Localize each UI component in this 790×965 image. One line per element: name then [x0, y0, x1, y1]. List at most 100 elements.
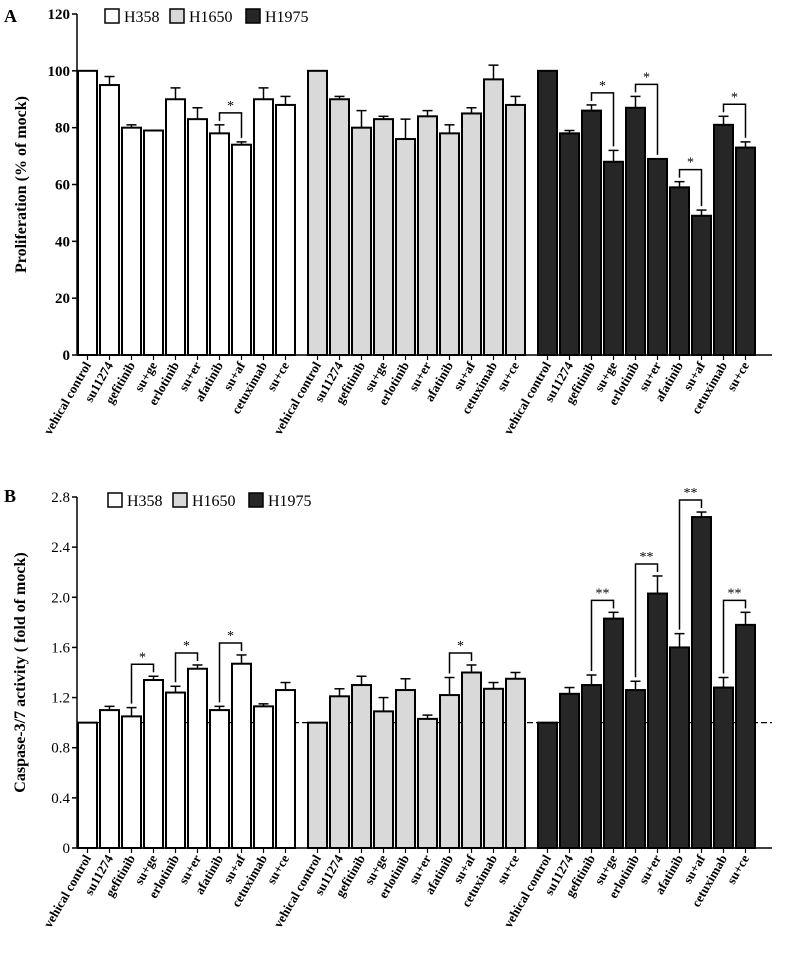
legend-label-H1650: H1650 [189, 9, 233, 26]
y-tick-label: 2.0 [51, 590, 70, 606]
significance-label: * [139, 650, 146, 665]
significance-label: ** [728, 586, 742, 601]
y-axis-label: Caspase-3/7 activity ( fold of mock) [12, 552, 29, 792]
significance-bracket [590, 599, 615, 672]
significance-bracket [722, 103, 747, 138]
bar-H1650-0 [307, 69, 328, 356]
bar-H358-8 [253, 705, 274, 849]
legend-label-H1975: H1975 [268, 493, 312, 510]
bar-H1975-3 [603, 160, 624, 356]
bar-H358-6 [209, 709, 230, 849]
x-tick-label: su+ce [493, 359, 522, 394]
legend-swatch-H1975 [245, 8, 261, 24]
significance-bracket [218, 112, 243, 138]
y-tick-label: 20 [55, 291, 70, 307]
bar-H1650-3 [373, 118, 394, 357]
significance-label: ** [596, 586, 610, 601]
y-axis-label: Proliferation (% of mock) [13, 96, 30, 273]
bar-H1650-2 [351, 126, 372, 356]
y-tick-label: 40 [55, 234, 70, 250]
legend-swatch-H358 [107, 492, 123, 508]
bar-H1975-6 [669, 186, 690, 356]
x-tick-label: su+ce [723, 359, 752, 394]
y-tick-label: 1.6 [51, 640, 70, 656]
bar-H358-7 [231, 662, 252, 849]
significance-bracket [678, 168, 703, 207]
bar-H1650-4 [395, 138, 416, 356]
bar-H1975-1 [559, 692, 580, 850]
bar-H1975-7 [691, 516, 712, 849]
y-tick-label: 0 [63, 841, 71, 857]
legend-label-H358: H358 [124, 9, 160, 26]
bar-H358-1 [99, 709, 120, 849]
bar-H358-5 [187, 667, 208, 849]
bar-H1650-5 [417, 115, 438, 356]
significance-bracket [590, 92, 615, 147]
significance-label: * [227, 99, 234, 114]
x-tick-label: su+ce [263, 359, 292, 394]
bar-H358-1 [99, 84, 120, 357]
significance-label: * [687, 156, 694, 171]
bar-H358-3 [143, 129, 164, 356]
bar-H1650-1 [329, 98, 350, 356]
y-tick-label: 0.8 [51, 741, 70, 757]
legend-swatch-H1975 [248, 492, 264, 508]
bar-H1975-2 [581, 109, 602, 356]
y-tick-label: 2.4 [51, 540, 70, 556]
y-tick-label: 0 [63, 348, 71, 364]
significance-label: * [599, 79, 606, 94]
bar-H358-6 [209, 132, 230, 356]
legend-label-H358: H358 [127, 493, 163, 510]
bar-H358-8 [253, 98, 274, 356]
legend-label-H1650: H1650 [192, 493, 236, 510]
significance-bracket [130, 663, 155, 704]
bar-H1650-7 [461, 671, 482, 849]
bar-H358-2 [121, 715, 142, 849]
legend-swatch-H1650 [172, 492, 188, 508]
y-tick-label: 60 [55, 178, 70, 194]
bar-H1975-0 [537, 69, 558, 356]
bar-H1975-8 [713, 123, 734, 356]
bar-H1650-8 [483, 687, 504, 850]
bar-H1650-2 [351, 684, 372, 849]
bar-H1975-7 [691, 214, 712, 356]
bar-H1650-5 [417, 717, 438, 849]
significance-label: ** [684, 486, 698, 501]
significance-bracket [678, 499, 703, 630]
panel-label: B [4, 486, 16, 506]
bar-H358-3 [143, 679, 164, 849]
bar-H1975-3 [603, 617, 624, 849]
significance-label: * [643, 70, 650, 85]
bar-H358-4 [165, 98, 186, 356]
bar-H1975-9 [735, 623, 756, 849]
x-tick-label: su+ce [263, 852, 292, 887]
bar-H358-7 [231, 143, 252, 356]
bar-H1650-7 [461, 112, 482, 357]
panel-A: A 0 20 40 60 80 100 120 Proliferation (% of mock… [4, 6, 772, 437]
y-tick-label: 1.2 [51, 691, 70, 707]
legend-label-H1975: H1975 [265, 9, 309, 26]
significance-label: * [731, 90, 738, 105]
bar-H358-9 [275, 103, 296, 356]
panel-B: B 0 0.4 0.8 1.2 1.6 2.0 2.4 2.8 Caspase-3/7 activ… [4, 486, 772, 930]
bar-H1650-1 [329, 695, 350, 850]
bar-H1650-9 [505, 677, 526, 850]
significance-label: ** [640, 550, 654, 565]
bar-H358-2 [121, 126, 142, 356]
bar-H1975-9 [735, 146, 756, 356]
bar-H1975-1 [559, 132, 580, 356]
significance-bracket [448, 652, 473, 674]
bar-H358-5 [187, 118, 208, 357]
bar-H358-0 [77, 69, 98, 356]
significance-bracket [634, 83, 659, 155]
bar-H358-9 [275, 689, 296, 849]
significance-label: * [227, 629, 234, 644]
significance-bracket [634, 563, 659, 678]
bar-H1650-4 [395, 689, 416, 849]
legend-swatch-H358 [104, 8, 120, 24]
panel-label: A [4, 6, 17, 26]
x-tick-label: su+ce [723, 852, 752, 887]
bar-H1975-5 [647, 592, 668, 850]
significance-bracket [174, 652, 199, 683]
